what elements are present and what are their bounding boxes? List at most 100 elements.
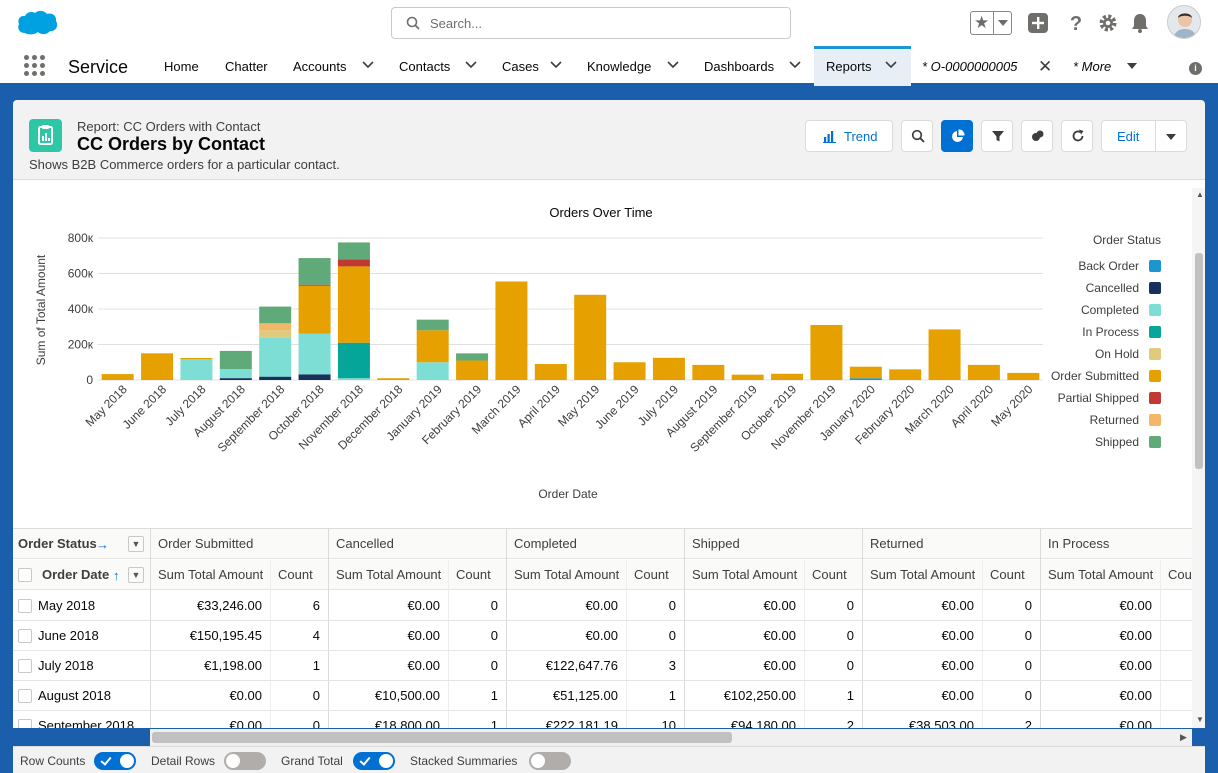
row-checkbox[interactable] — [18, 629, 32, 643]
count-header[interactable]: Count — [634, 567, 669, 582]
sort-up-icon[interactable]: ↑ — [113, 568, 120, 583]
report-type-label: Report: CC Orders with Contact — [77, 119, 261, 134]
count-header[interactable]: Count — [990, 567, 1025, 582]
accounts-chevron-down-icon[interactable] — [362, 61, 374, 69]
horizontal-scroll-thumb[interactable] — [152, 732, 732, 743]
count-header[interactable]: Count — [456, 567, 491, 582]
y-tick-label: 0 — [86, 373, 93, 387]
column-divider — [684, 529, 685, 728]
setup-gear-icon[interactable] — [1097, 12, 1119, 34]
status-column-header[interactable]: Order Submitted — [158, 536, 254, 551]
count-cell: 0 — [490, 658, 498, 673]
sum-header[interactable]: Sum Total Amount — [336, 567, 442, 582]
user-avatar-icon — [1168, 6, 1200, 38]
sum-header[interactable]: Sum Total Amount — [692, 567, 798, 582]
bar-segment — [456, 360, 489, 380]
sum-header[interactable]: Sum Total Amount — [158, 567, 264, 582]
table-row — [13, 651, 1192, 681]
nav-tab-chatter[interactable]: Chatter — [225, 59, 268, 74]
refresh-button[interactable] — [1061, 120, 1093, 152]
nav-tab-dashboards[interactable]: Dashboards — [704, 59, 775, 74]
row-checkbox[interactable] — [18, 689, 32, 703]
nav-tab-contacts[interactable]: Contacts — [399, 59, 451, 74]
status-column-header[interactable]: Returned — [870, 536, 924, 551]
reports-chevron-down-icon[interactable] — [885, 61, 897, 69]
edit-label[interactable]: Edit — [1117, 129, 1140, 144]
notifications-bell-icon[interactable] — [1129, 12, 1151, 34]
dashboards-chevron-down-icon[interactable] — [789, 61, 801, 69]
bar-segment — [771, 373, 804, 380]
status-column-header[interactable]: In Process — [1048, 536, 1110, 551]
info-icon[interactable]: i — [1189, 62, 1202, 75]
row-checkbox[interactable] — [18, 719, 32, 728]
status-column-header[interactable]: Shipped — [692, 536, 740, 551]
app-nav-bar: Service Home Chatter Accounts Contacts C… — [0, 46, 1218, 86]
bar-segment — [337, 378, 370, 380]
chart-toggle-button[interactable] — [941, 120, 973, 152]
edit-menu-caret-icon[interactable] — [1165, 133, 1177, 141]
sum-header[interactable]: Sum Total Amount — [870, 567, 976, 582]
row-counts-toggle[interactable] — [94, 752, 136, 770]
count-header[interactable]: Count — [812, 567, 847, 582]
global-search[interactable]: Search... — [391, 7, 791, 39]
status-column-header[interactable]: Cancelled — [336, 536, 394, 551]
more-caret-down-icon[interactable] — [1126, 62, 1138, 70]
column-divider — [150, 529, 151, 728]
column-menu-icon[interactable]: ▼ — [128, 567, 144, 583]
salesforce-logo[interactable] — [16, 9, 58, 37]
sum-cell: €122,647.76 — [545, 658, 618, 673]
nav-more[interactable]: * More — [1073, 59, 1112, 74]
app-launcher-icon[interactable] — [24, 55, 46, 77]
search-report-button[interactable] — [901, 120, 933, 152]
favorites-button[interactable]: ★ — [970, 11, 1012, 35]
search-placeholder: Search... — [430, 16, 483, 31]
sum-header[interactable]: Sum Total Amount — [514, 567, 620, 582]
nav-tab-accounts[interactable]: Accounts — [293, 59, 347, 74]
sum-header[interactable]: Sum Total Amount — [1048, 567, 1154, 582]
count-cell: 1 — [668, 688, 676, 703]
vertical-scroll-thumb[interactable] — [1195, 253, 1203, 469]
filter-button[interactable] — [981, 120, 1013, 152]
close-tab-icon[interactable]: ✕ — [1038, 57, 1053, 76]
legend-swatch — [1149, 326, 1161, 338]
bar-segment — [416, 362, 449, 380]
collapse-button[interactable] — [1021, 120, 1053, 152]
bar-segment — [337, 242, 370, 260]
bar-segment — [889, 369, 922, 380]
count-header[interactable]: Count — [278, 567, 313, 582]
nav-tab-reports[interactable]: Reports — [814, 46, 911, 86]
col-group-header[interactable]: Order Date — [42, 567, 110, 582]
grand-total-toggle[interactable] — [353, 752, 395, 770]
sort-arrow-icon[interactable]: → — [96, 537, 109, 552]
sum-cell: €10,500.00 — [374, 688, 440, 703]
bar-segment — [849, 378, 882, 380]
scroll-up-icon[interactable]: ▲ — [1196, 190, 1204, 199]
row-checkbox[interactable] — [18, 599, 32, 613]
global-add-icon[interactable] — [1027, 12, 1049, 34]
scroll-right-icon[interactable]: ▶ — [1180, 732, 1187, 742]
favorites-dropdown-icon[interactable] — [993, 12, 1011, 34]
row-group-header[interactable]: Order Status — [18, 536, 97, 551]
user-avatar[interactable] — [1167, 5, 1201, 39]
contacts-chevron-down-icon[interactable] — [465, 61, 477, 69]
trend-button[interactable]: Trend — [805, 120, 893, 152]
knowledge-chevron-down-icon[interactable] — [667, 61, 679, 69]
row-checkbox[interactable] — [18, 659, 32, 673]
detail-rows-toggle[interactable] — [224, 752, 266, 770]
nav-tab-knowledge[interactable]: Knowledge — [587, 59, 652, 74]
nav-tab-order-record[interactable]: * O-0000000005 — [922, 59, 1018, 74]
nav-tab-home[interactable]: Home — [164, 59, 199, 74]
nav-tab-cases[interactable]: Cases — [502, 59, 539, 74]
cases-chevron-down-icon[interactable] — [550, 61, 562, 69]
bar-segment — [692, 364, 725, 380]
column-menu-icon[interactable]: ▼ — [128, 536, 144, 552]
scroll-down-icon[interactable]: ▼ — [1196, 715, 1204, 724]
stacked-summaries-toggle[interactable] — [529, 752, 571, 770]
sum-cell: €0.00 — [585, 628, 618, 643]
count-header[interactable]: Coun — [1168, 567, 1192, 582]
row-date: July 2018 — [38, 658, 94, 673]
row-date: August 2018 — [38, 688, 112, 703]
help-icon[interactable]: ? — [1065, 12, 1087, 34]
select-all-checkbox[interactable] — [18, 568, 32, 582]
status-column-header[interactable]: Completed — [514, 536, 577, 551]
